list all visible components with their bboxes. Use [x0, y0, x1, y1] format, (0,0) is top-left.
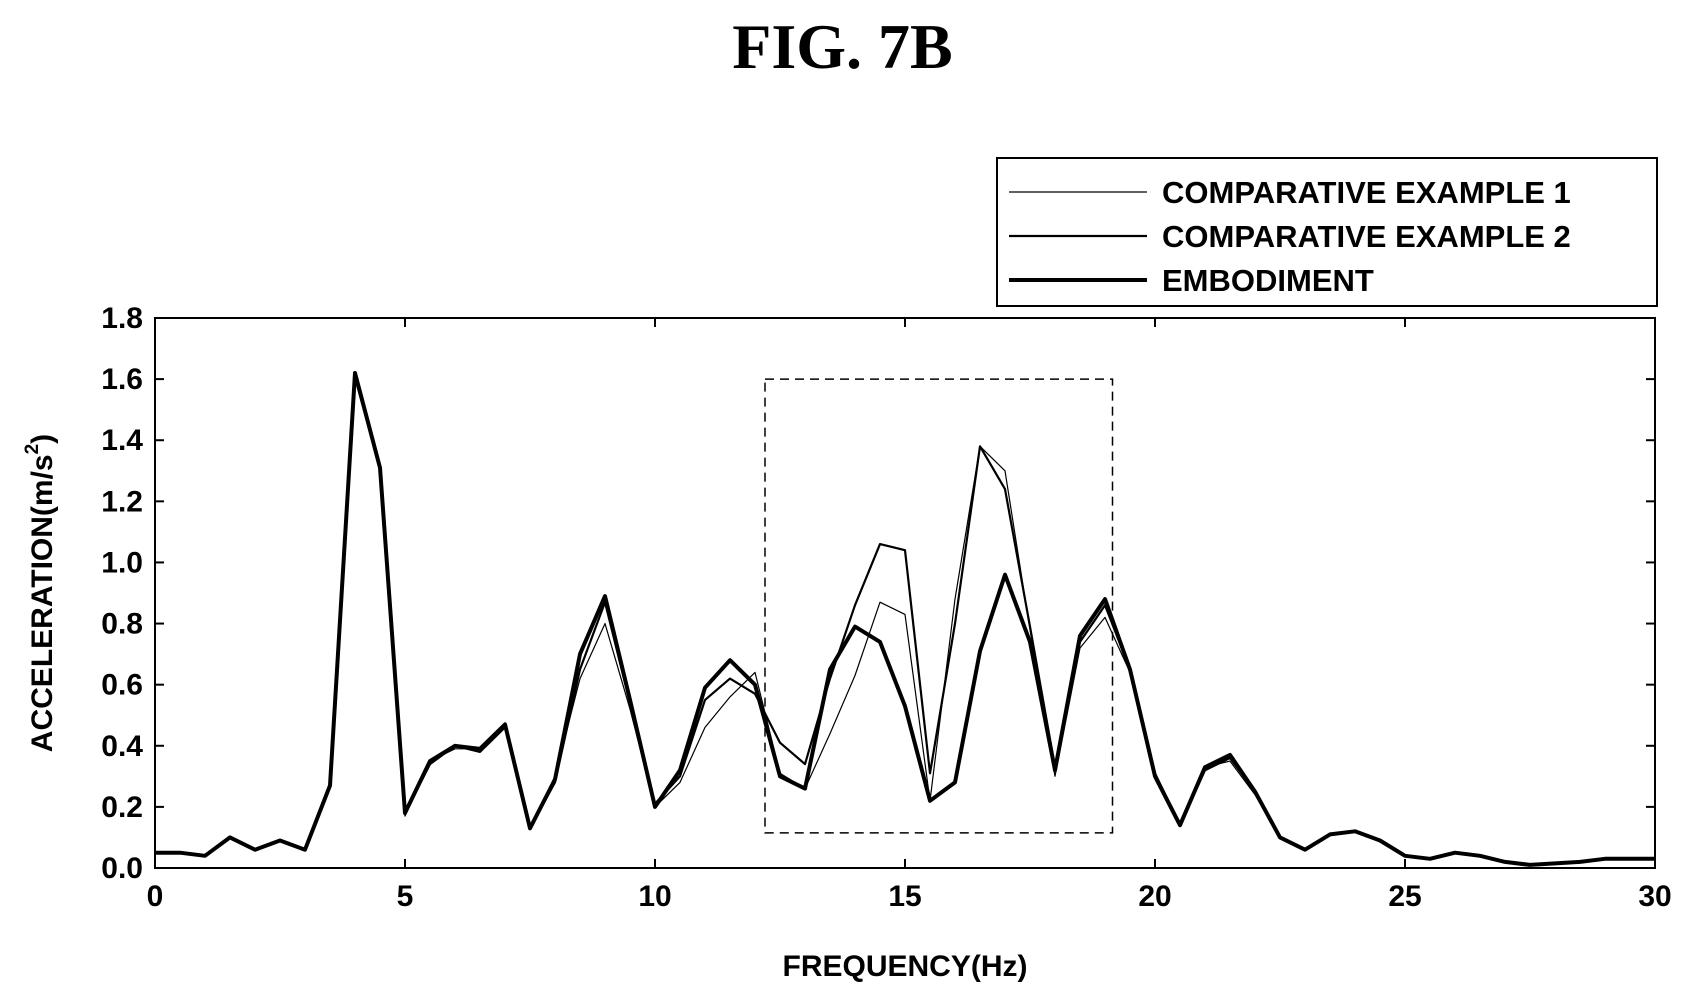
y-axis-label-close: ) [26, 434, 59, 444]
y-tick-label: 0.8 [101, 608, 143, 641]
x-tick-label: 15 [888, 880, 921, 913]
x-tick-label: 0 [147, 880, 164, 913]
y-tick-label: 1.2 [101, 485, 143, 518]
legend-label-2: COMPARATIVE EXAMPLE 2 [1162, 219, 1571, 254]
series-layer [155, 371, 1655, 867]
figure-title: FIG. 7B [732, 11, 953, 82]
y-axis-label: ACCELERATION(m/s2) [22, 434, 59, 752]
y-tick-label: 0.2 [101, 791, 143, 824]
x-tick-label: 30 [1638, 880, 1671, 913]
series-line-1 [155, 378, 1655, 866]
chart-axes: 0 5 10 15 20 25 30 0.0 0.2 0.4 0.6 0.8 1.0 1.2 1.4 1.6 1… [22, 302, 1672, 983]
x-tick-label: 5 [397, 880, 414, 913]
y-tick-label: 0.4 [101, 730, 143, 763]
x-tick-label: 20 [1138, 880, 1171, 913]
y-tick-label: 0.6 [101, 669, 143, 702]
y-tick-label: 1.0 [101, 546, 143, 579]
series-line-3 [155, 371, 1655, 867]
legend-label-3: EMBODIMENT [1162, 263, 1374, 298]
y-axis-label-superscript: 2 [22, 444, 43, 455]
y-tick-label: 1.4 [101, 424, 143, 457]
y-tick-label: 1.6 [101, 363, 143, 396]
y-axis-label-main: ACCELERATION(m/s [26, 454, 59, 752]
legend-label-1: COMPARATIVE EXAMPLE 1 [1162, 175, 1571, 210]
highlight-box [764, 378, 1114, 834]
y-tick-label: 1.8 [101, 302, 143, 335]
x-tick-label: 25 [1388, 880, 1421, 913]
legend: COMPARATIVE EXAMPLE 1 COMPARATIVE EXAMPLE… [996, 157, 1658, 307]
plot-frame [154, 317, 1656, 869]
series-line-2 [155, 375, 1655, 867]
x-tick-label: 10 [638, 880, 671, 913]
x-axis-label: FREQUENCY(Hz) [783, 950, 1028, 983]
y-tick-label: 0.0 [101, 852, 143, 885]
